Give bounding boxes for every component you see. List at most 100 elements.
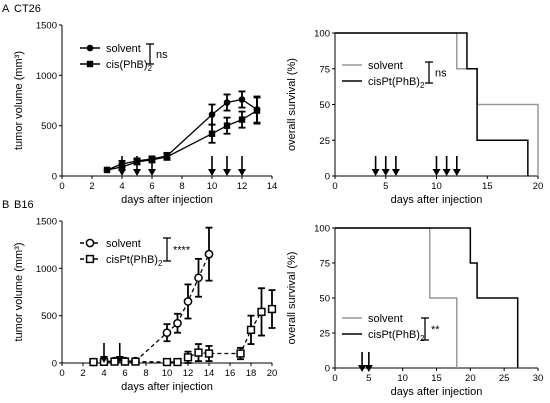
data-point <box>85 254 95 264</box>
data-point <box>194 348 203 357</box>
data-point <box>208 130 216 137</box>
x-tick-label: 0 <box>59 368 64 379</box>
survival-curve <box>335 32 529 176</box>
survival-curve <box>335 32 539 176</box>
legend-label: solvent <box>368 60 403 72</box>
y-tick-label: 50 <box>319 100 330 111</box>
data-point <box>162 357 172 367</box>
treatment-arrow <box>223 156 231 176</box>
treatment-arrow <box>133 156 141 176</box>
significance-label: ** <box>431 324 440 336</box>
treatment-arrow <box>358 352 367 372</box>
legend: solvent cis(PhB)2 <box>80 43 153 73</box>
x-tick-label: 20 <box>267 368 278 379</box>
significance-bracket: **** <box>163 237 191 262</box>
data-point <box>103 166 111 174</box>
data-point <box>238 116 246 123</box>
x-tick-label: 30 <box>533 373 544 384</box>
significance-label: **** <box>173 245 191 257</box>
y-tick-label: 1500 <box>36 217 57 228</box>
significance-bracket: ** <box>421 317 440 341</box>
y-tick-label: 100 <box>314 224 330 235</box>
legend-item: solvent <box>80 238 141 250</box>
series-treatment <box>335 32 529 176</box>
legend-item: cis(PhB)2 <box>80 59 153 73</box>
y-tick-label: 25 <box>319 329 330 340</box>
x-tick-label: 15 <box>482 181 493 192</box>
significance-bracket: ns <box>425 61 447 84</box>
x-tick-label: 20 <box>465 373 476 384</box>
y-tick-label: 100 <box>314 29 330 40</box>
y-tick-label: 75 <box>319 64 330 75</box>
data-point <box>183 297 193 306</box>
legend-label: cisPt(PhB)2 <box>368 76 425 90</box>
x-tick-label: 12 <box>237 181 248 192</box>
significance-label: ns <box>435 68 447 80</box>
x-tick-label: 12 <box>183 368 194 379</box>
data-point <box>163 153 171 161</box>
x-tick-label: 20 <box>533 181 544 192</box>
y-tick-label: 1500 <box>36 21 57 32</box>
data-point <box>85 238 95 248</box>
survival-curve <box>335 227 519 368</box>
y-tick-label: 0 <box>325 172 330 183</box>
x-tick-label: 0 <box>332 181 337 192</box>
data-point <box>89 357 98 367</box>
y-tick-label: 0 <box>52 359 57 370</box>
x-tick-label: 6 <box>122 368 127 379</box>
data-point <box>204 349 214 358</box>
data-point <box>208 111 216 118</box>
x-tick-label: 6 <box>149 181 154 192</box>
x-tick-label: 0 <box>59 181 64 192</box>
series-treatment <box>89 287 277 367</box>
y-tick-label: 500 <box>41 311 57 322</box>
x-tick-label: 14 <box>267 181 278 192</box>
cell-line-b: B16 <box>14 199 34 211</box>
y-tick-label: 1000 <box>36 264 57 275</box>
x-tick-label: 10 <box>207 181 218 192</box>
legend-label: cisPt(PhB)2 <box>368 329 425 343</box>
data-point <box>223 99 231 106</box>
x-axis-label: days after injection <box>391 194 483 206</box>
chart-b-survival: 0 5 10 15 20 25 30 0 25 50 75 100 days after injecti… <box>286 224 543 399</box>
legend: solvent cisPt(PhB)2 <box>342 313 425 343</box>
x-tick-label: 14 <box>204 368 215 379</box>
chart-a-survival: 0 5 10 15 20 0 25 50 75 100 days after injection ov… <box>286 29 543 207</box>
treatment-arrow <box>148 156 156 176</box>
legend-item: solvent <box>80 43 141 55</box>
series-solvent <box>335 227 458 368</box>
legend-item: cisPt(PhB)2 <box>342 329 425 343</box>
x-tick-label: 8 <box>179 181 184 192</box>
legend-item: cisPt(PhB)2 <box>342 76 425 90</box>
y-axis-label: overall survival (%) <box>286 252 298 345</box>
data-point <box>257 307 266 317</box>
y-axis-label: overall survival (%) <box>286 58 298 151</box>
treatment-arrow <box>432 156 441 176</box>
treatment-arrow <box>364 352 373 372</box>
legend-label: solvent <box>106 238 141 250</box>
x-tick-label: 2 <box>80 368 85 379</box>
x-tick-label: 16 <box>225 368 236 379</box>
panel-label-b: B <box>2 199 9 211</box>
data-point <box>110 357 119 366</box>
x-tick-label: 18 <box>246 368 257 379</box>
series-line <box>106 110 258 171</box>
legend: solvent cisPt(PhB)2 <box>80 238 163 268</box>
data-point <box>131 357 140 366</box>
series-solvent <box>103 90 261 174</box>
legend: solvent cisPt(PhB)2 <box>342 60 425 90</box>
data-point <box>120 357 130 366</box>
legend-label: cisPt(PhB)2 <box>106 254 163 268</box>
treatment-arrow <box>208 156 216 176</box>
series-treatment <box>335 227 519 368</box>
x-tick-label: 2 <box>89 181 94 192</box>
x-axis-label: days after injection <box>391 386 483 398</box>
y-tick-label: 500 <box>41 121 57 132</box>
x-tick-label: 10 <box>162 368 173 379</box>
x-axis-label: days after injection <box>121 194 213 206</box>
data-point <box>86 44 94 52</box>
data-point <box>162 328 172 338</box>
series-line <box>106 98 258 171</box>
x-axis-label: days after injection <box>121 381 213 393</box>
